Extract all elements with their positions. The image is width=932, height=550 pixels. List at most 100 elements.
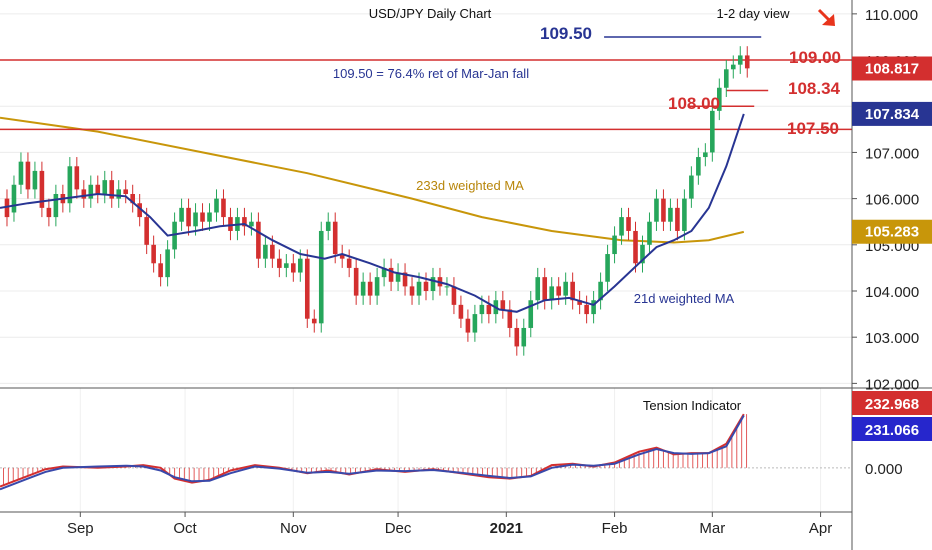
candle bbox=[500, 291, 506, 319]
level-label-107-50: 107.50 bbox=[787, 119, 839, 138]
ma21-series bbox=[0, 113, 745, 313]
price-tick-label: 110.000 bbox=[865, 7, 918, 24]
price-tick-label: 107.000 bbox=[865, 145, 919, 162]
candle bbox=[53, 184, 59, 227]
ma233-series bbox=[0, 116, 745, 244]
candle bbox=[388, 258, 394, 291]
price-tick-label: 103.000 bbox=[865, 330, 919, 347]
candle bbox=[367, 272, 373, 305]
tension-title: Tension Indicator bbox=[643, 398, 742, 413]
candle bbox=[32, 161, 38, 199]
candle bbox=[633, 221, 638, 273]
candle bbox=[130, 184, 135, 213]
candle bbox=[675, 198, 680, 241]
price-tick-label: 104.000 bbox=[865, 284, 919, 301]
time-tick-label: Apr bbox=[809, 520, 832, 537]
candle bbox=[172, 212, 177, 259]
candle bbox=[696, 147, 701, 185]
candle bbox=[717, 78, 722, 121]
candle bbox=[242, 207, 247, 236]
candle bbox=[228, 207, 233, 241]
level-label-108-00: 108.00 bbox=[668, 94, 720, 113]
candle bbox=[465, 309, 471, 342]
candle bbox=[710, 101, 715, 162]
time-tick-label: Sep bbox=[67, 520, 94, 537]
candle bbox=[730, 55, 736, 79]
candles bbox=[4, 46, 750, 356]
time-tick-label: Nov bbox=[280, 520, 307, 537]
candle bbox=[179, 198, 184, 231]
candle bbox=[668, 198, 673, 231]
candle bbox=[151, 235, 156, 273]
candle bbox=[444, 277, 450, 296]
ma233-label: 233d weighted MA bbox=[416, 178, 524, 193]
candle bbox=[703, 143, 708, 167]
candle bbox=[353, 258, 359, 305]
candle bbox=[472, 304, 478, 342]
candle bbox=[654, 189, 659, 231]
candle bbox=[67, 157, 73, 213]
candle bbox=[556, 277, 561, 305]
candle bbox=[25, 152, 31, 199]
svg-text:232.968: 232.968 bbox=[865, 396, 919, 413]
price-badges: 108.817 107.834 105.283 232.968 231.066 bbox=[852, 56, 932, 441]
candle bbox=[214, 189, 219, 222]
candle bbox=[626, 207, 631, 241]
candle bbox=[116, 180, 122, 208]
ma233-line bbox=[0, 116, 745, 244]
time-tick-label: 2021 bbox=[490, 520, 523, 537]
candle bbox=[144, 207, 149, 255]
candle bbox=[577, 291, 582, 315]
tension-red-line bbox=[0, 413, 745, 488]
candle bbox=[591, 291, 596, 324]
candle bbox=[507, 300, 513, 338]
svg-text:231.066: 231.066 bbox=[865, 422, 919, 439]
candle bbox=[165, 240, 170, 287]
candle bbox=[374, 267, 380, 305]
candle bbox=[458, 295, 464, 328]
candle bbox=[612, 226, 617, 264]
candle bbox=[339, 244, 345, 268]
candle bbox=[263, 235, 268, 268]
candle bbox=[325, 212, 331, 241]
candle bbox=[88, 175, 94, 208]
candle bbox=[291, 254, 296, 282]
price-badge: 108.817 bbox=[852, 56, 932, 81]
candle bbox=[186, 198, 191, 236]
candle bbox=[528, 291, 534, 338]
candle bbox=[360, 272, 366, 305]
candle bbox=[256, 212, 261, 268]
svg-text:107.834: 107.834 bbox=[865, 106, 920, 123]
candle bbox=[549, 277, 555, 310]
svg-text:108.817: 108.817 bbox=[865, 61, 919, 78]
candle bbox=[661, 189, 666, 231]
level-label-108-34: 108.34 bbox=[788, 79, 841, 98]
candle bbox=[109, 170, 115, 208]
candle bbox=[46, 198, 52, 227]
candle bbox=[311, 309, 317, 333]
level-lines bbox=[0, 36, 852, 131]
ma21-label: 21d weighted MA bbox=[634, 291, 735, 306]
candle bbox=[81, 180, 87, 208]
level-label-109-50: 109.50 bbox=[540, 24, 592, 43]
candle bbox=[4, 189, 10, 227]
price-tick-label: 102.000 bbox=[865, 376, 919, 393]
candle bbox=[521, 318, 527, 356]
candle bbox=[605, 244, 610, 291]
tension-indicator bbox=[0, 413, 748, 491]
candle bbox=[207, 203, 212, 231]
candle bbox=[584, 295, 589, 324]
time-tick-label: Mar bbox=[699, 520, 725, 537]
candle bbox=[744, 46, 750, 78]
candle bbox=[158, 254, 163, 287]
tension-blue-line bbox=[0, 415, 745, 491]
candle bbox=[95, 175, 101, 204]
candle bbox=[102, 170, 108, 204]
candle bbox=[200, 203, 205, 231]
tension-zero-label: 0.000 bbox=[865, 461, 903, 478]
candle bbox=[277, 249, 282, 278]
view-arrow-icon bbox=[817, 8, 835, 26]
view-label: 1-2 day view bbox=[717, 6, 791, 21]
time-axis-ticks: Sep Oct Nov Dec 2021 Feb Mar Apr bbox=[67, 512, 832, 537]
price-badge: 105.283 bbox=[852, 219, 932, 244]
